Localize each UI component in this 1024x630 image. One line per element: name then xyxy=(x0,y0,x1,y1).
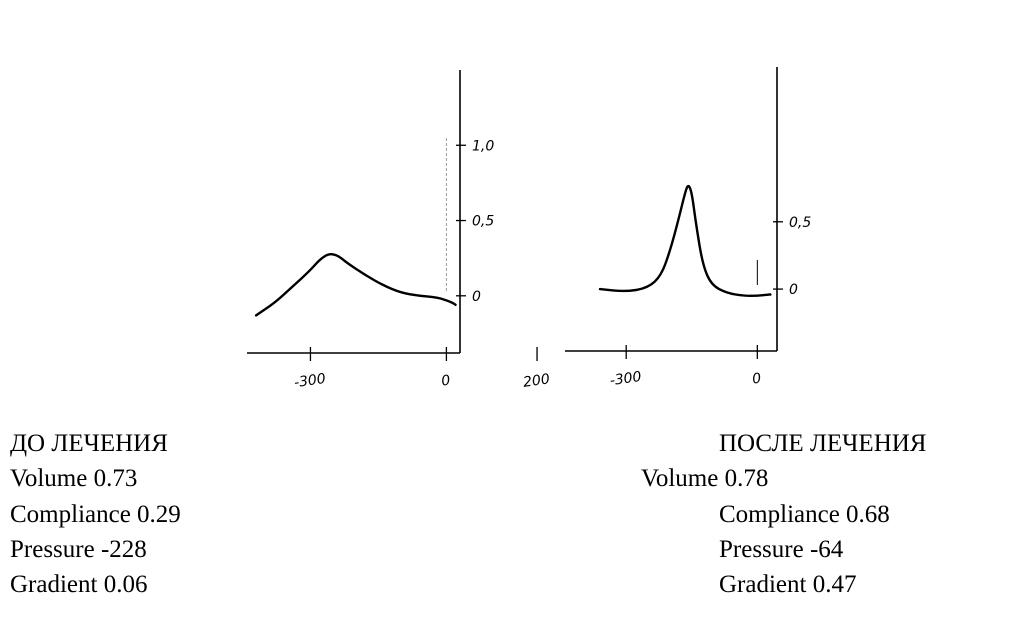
x-tick-label: 0 xyxy=(440,372,451,389)
x-tick-label: -300 xyxy=(293,371,327,391)
caption-after-volume: Volume 0.78 xyxy=(641,465,769,492)
y-tick-label: 0,5 xyxy=(789,215,811,231)
caption-after-pressure: Pressure -64 xyxy=(719,536,844,563)
x-tick-label: 200 xyxy=(522,371,551,391)
series-line xyxy=(598,184,772,297)
y-tick-label: 0 xyxy=(472,289,481,305)
x-tick-label: -300 xyxy=(609,369,643,389)
y-tick-label: 0,5 xyxy=(472,214,494,230)
series-line xyxy=(254,253,457,317)
caption-before-gradient: Gradient 0.06 xyxy=(10,571,148,598)
x-tick-label: 0 xyxy=(751,370,762,387)
caption-after-compliance: Compliance 0.68 xyxy=(719,501,890,528)
caption-before-compliance: Compliance 0.29 xyxy=(10,501,181,528)
chart-before-treatment: -300 0 200 1,0 0,5 0 xyxy=(247,70,551,391)
caption-before-pressure: Pressure -228 xyxy=(10,536,147,563)
chart-after-treatment: -300 0 0,5 0 xyxy=(565,67,811,389)
caption-before-volume: Volume 0.73 xyxy=(10,465,138,492)
caption-after-title: ПОСЛЕ ЛЕЧЕНИЯ xyxy=(719,430,927,457)
caption-after-gradient: Gradient 0.47 xyxy=(719,571,857,598)
y-tick-label: 1,0 xyxy=(472,138,494,154)
y-tick-label: 0 xyxy=(789,282,798,298)
caption-before-title: ДО ЛЕЧЕНИЯ xyxy=(10,430,168,457)
